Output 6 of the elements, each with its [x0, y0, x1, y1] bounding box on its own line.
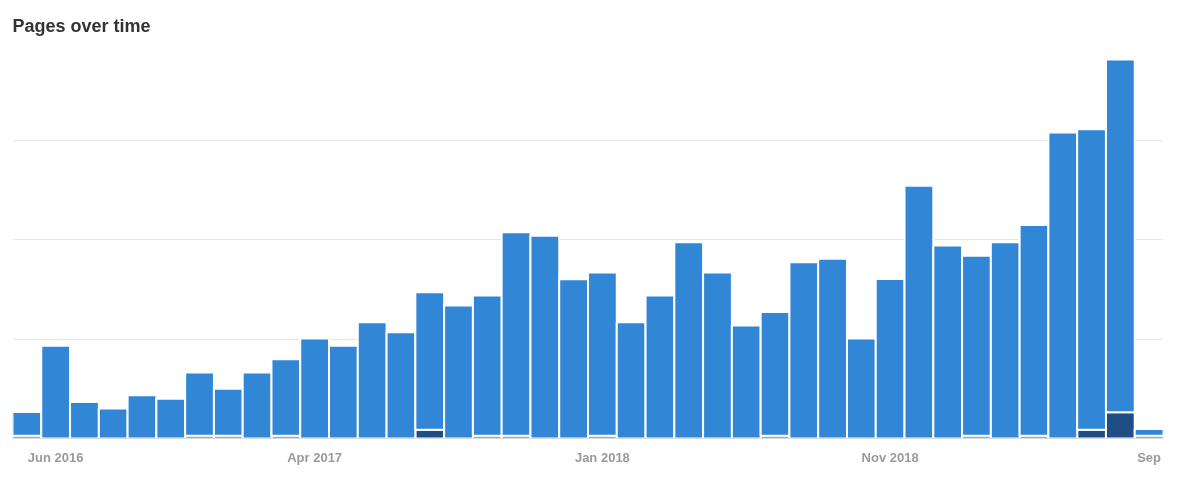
x-tick-label: Sep: [1137, 449, 1162, 465]
x-tick-label: Apr 2017: [287, 449, 343, 465]
x-tick-label: Nov 2018: [861, 449, 919, 465]
x-tick-label: Jun 2016: [27, 449, 84, 465]
chart-title: Pages over time: [12, 15, 151, 36]
x-tick-label: Jan 2018: [574, 449, 630, 465]
